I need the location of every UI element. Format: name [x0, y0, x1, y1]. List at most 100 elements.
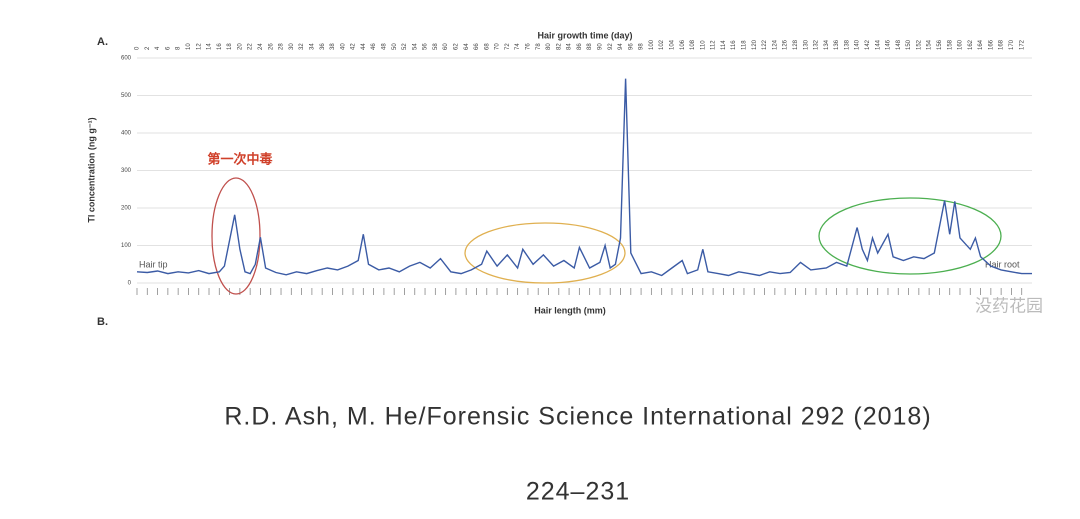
annotation: 第一次中毒 [207, 151, 272, 166]
x-top-tick-label: 148 [896, 39, 902, 50]
x-top-tick-label: 118 [742, 40, 748, 50]
y-tick-label: 600 [121, 56, 132, 62]
x-top-tick-label: 132 [814, 39, 820, 50]
x-top-tick-label: 8 [176, 46, 182, 50]
x-top-tick-label: 54 [412, 43, 418, 50]
x-top-tick-label: 112 [711, 40, 717, 50]
x-top-tick-label: 24 [258, 43, 264, 50]
x-top-tick-label: 44 [361, 43, 367, 50]
highlight-ellipse [818, 197, 1002, 275]
x-top-tick-label: 138 [844, 39, 850, 50]
y-tick-label: 400 [121, 131, 132, 137]
x-top-tick-label: 106 [680, 39, 686, 50]
data-line [136, 78, 1032, 277]
x-top-tick-label: 84 [567, 43, 573, 50]
x-top-tick-label: 136 [834, 39, 840, 50]
x-top-tick-label: 142 [865, 39, 871, 50]
x-top-tick-label: 16 [217, 43, 223, 50]
x-top-tick-label: 20 [237, 43, 243, 50]
x-top-tick-label: 6 [165, 46, 171, 50]
x-top-tick-label: 92 [608, 43, 614, 50]
x-top-tick-label: 18 [227, 43, 233, 50]
x-top-tick-label: 10 [186, 43, 192, 50]
annotation: Hair tip [139, 259, 168, 269]
x-top-tick-label: 90 [598, 43, 604, 50]
x-top-tick-label: 102 [659, 39, 665, 50]
x-top-tick-label: 140 [855, 39, 861, 50]
x-top-tick-label: 28 [279, 43, 285, 50]
x-top-tick-label: 162 [968, 39, 974, 50]
x-top-tick-label: 62 [453, 43, 459, 50]
caption: R.D. Ash, M. He/Forensic Science Interna… [224, 403, 931, 431]
y-tick-label: 500 [121, 93, 132, 99]
x-top-tick-label: 78 [536, 43, 542, 50]
panel-label: B. [97, 316, 108, 328]
x-top-tick-label: 172 [1019, 39, 1025, 50]
x-top-tick-label: 14 [207, 43, 213, 50]
x-top-tick-label: 152 [916, 39, 922, 50]
x-top-tick-label: 64 [464, 43, 470, 50]
x-top-tick-label: 12 [196, 43, 202, 50]
annotation: Hair root [985, 259, 1020, 269]
x-top-tick-label: 146 [886, 39, 892, 50]
x-top-tick-label: 86 [577, 43, 583, 50]
x-top-tick-label: 156 [937, 39, 943, 50]
x-top-tick-label: 116 [731, 40, 737, 50]
x-top-title: Hair growth time (day) [537, 30, 632, 40]
panel-label: A. [97, 36, 108, 48]
x-top-tick-label: 46 [371, 43, 377, 50]
x-top-tick-label: 74 [515, 43, 521, 50]
x-top-tick-label: 104 [670, 39, 676, 50]
x-top-tick-label: 98 [639, 43, 645, 50]
x-top-tick-label: 120 [752, 39, 758, 50]
y-tick-label: 100 [121, 243, 132, 249]
x-top-tick-label: 2 [145, 46, 151, 50]
x-top-tick-label: 36 [320, 43, 326, 50]
x-top-tick-label: 60 [443, 43, 449, 50]
x-top-tick-label: 76 [525, 43, 531, 50]
x-top-tick-label: 0 [135, 46, 141, 50]
x-top-tick-label: 68 [484, 43, 490, 50]
x-top-tick-label: 88 [587, 43, 593, 50]
x-top-tick-label: 94 [618, 43, 624, 50]
x-top-tick-label: 158 [947, 39, 953, 50]
x-top-tick-label: 100 [649, 39, 655, 50]
x-top-tick-label: 122 [762, 39, 768, 50]
x-top-tick-label: 150 [906, 39, 912, 50]
x-top-tick-label: 72 [505, 43, 511, 50]
x-top-tick-label: 48 [381, 43, 387, 50]
x-top-tick-label: 40 [340, 43, 346, 50]
x-top-tick-label: 70 [495, 43, 501, 50]
x-title: Hair length (mm) [534, 305, 606, 315]
x-top-tick-label: 130 [803, 39, 809, 50]
caption: 224–231 [526, 478, 630, 506]
highlight-ellipse [464, 222, 626, 284]
x-top-tick-label: 168 [999, 39, 1005, 50]
x-top-tick-label: 58 [433, 43, 439, 50]
x-top-tick-label: 56 [423, 43, 429, 50]
y-tick-label: 300 [121, 168, 132, 174]
x-top-tick-label: 42 [351, 43, 357, 50]
x-top-tick-label: 126 [783, 39, 789, 50]
y-tick-label: 200 [121, 206, 132, 212]
x-top-tick-label: 170 [1009, 39, 1015, 50]
x-top-tick-label: 22 [248, 43, 254, 50]
x-top-tick-label: 160 [958, 39, 964, 50]
x-top-tick-label: 154 [927, 39, 933, 50]
x-top-tick-label: 124 [772, 39, 778, 50]
watermark: 没药花园 [975, 296, 1043, 315]
x-top-tick-label: 4 [155, 46, 161, 50]
x-top-tick-label: 34 [309, 43, 315, 50]
x-top-tick-label: 166 [988, 39, 994, 50]
x-top-tick-label: 134 [824, 39, 830, 50]
x-top-tick-label: 50 [392, 43, 398, 50]
y-tick-label: 0 [128, 281, 132, 287]
y-title: Tl concentration (ng g⁻¹) [86, 117, 96, 222]
x-top-tick-label: 38 [330, 43, 336, 50]
x-top-tick-label: 144 [875, 39, 881, 50]
x-top-tick-label: 108 [690, 39, 696, 50]
highlight-ellipse [211, 177, 261, 295]
x-top-tick-label: 164 [978, 39, 984, 50]
x-top-tick-label: 110 [700, 40, 706, 50]
